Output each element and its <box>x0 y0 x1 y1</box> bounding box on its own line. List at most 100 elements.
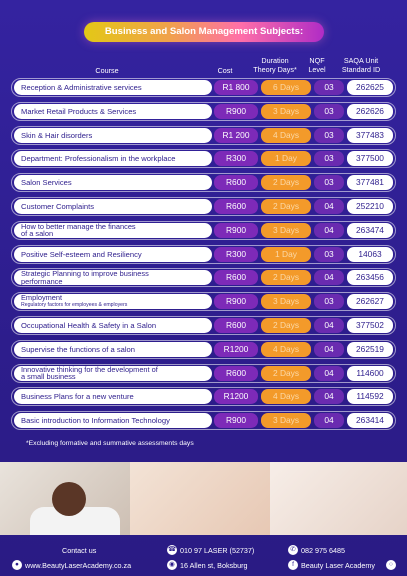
saqa-id-cell: 262626 <box>347 103 393 119</box>
course-name: How to better manage the finances <box>21 222 136 231</box>
table-row: Business Plans for a new venture R1200 4 D… <box>11 387 396 407</box>
table-row: Salon Services R600 2 Days 03 377481 <box>11 173 396 193</box>
duration-cell: 2 Days <box>261 199 311 214</box>
course-name: Supervise the functions of a salon <box>21 344 135 354</box>
cost-cell: R300 <box>214 151 258 167</box>
header-duration-line2: Theory Days* <box>253 65 297 74</box>
saqa-id-cell: 377500 <box>347 151 393 167</box>
client-head-shape <box>52 482 86 516</box>
table-row: Skin & Hair disorders R1 200 4 Days 03 37748… <box>11 125 396 145</box>
course-name: Customer Complaints <box>21 202 95 211</box>
course-cell: Employment Regulatory factors for employe… <box>14 294 212 310</box>
laser-treatment-photo <box>130 462 372 535</box>
cost-cell: R600 <box>214 175 258 191</box>
duration-cell: 2 Days <box>261 175 311 191</box>
whatsapp-number[interactable]: 082 975 6485 <box>301 546 345 555</box>
duration-cell: 1 Day <box>261 246 311 262</box>
duration-cell: 6 Days <box>261 80 311 95</box>
course-name: Market Retail Products & Services <box>21 106 137 116</box>
globe-icon: ● <box>12 560 22 570</box>
saqa-id-cell: 262627 <box>347 294 393 310</box>
table-row: Innovative thinking for the development … <box>11 363 396 383</box>
phone-number[interactable]: 010 97 LASER (52737) <box>180 546 255 555</box>
course-name: Basic introduction to Information Techno… <box>21 416 170 426</box>
course-name-line2: performance <box>21 276 63 286</box>
duration-cell: 3 Days <box>261 103 311 119</box>
footnote: *Excluding formative and summative asses… <box>26 440 194 447</box>
cost-cell: R1 200 <box>214 127 258 143</box>
course-cell: Basic introduction to Information Techno… <box>14 413 212 429</box>
nqf-level-cell: 03 <box>314 151 344 167</box>
table-row: Supervise the functions of a salon R1200 4… <box>11 339 396 359</box>
table-row: Department: Professionalism in the workp… <box>11 149 396 169</box>
cost-cell: R600 <box>214 270 258 286</box>
nqf-level-cell: 03 <box>314 80 344 95</box>
duration-cell: 2 Days <box>261 318 311 333</box>
cost-cell: R1 800 <box>214 80 258 95</box>
course-cell: Positive Self-esteem and Resiliency <box>14 246 212 262</box>
course-name: Skin & Hair disorders <box>21 130 93 140</box>
nqf-level-cell: 04 <box>314 365 344 381</box>
duration-cell: 3 Days <box>261 294 311 310</box>
table-row: Occupational Health & Safety in a Salon R… <box>11 316 396 335</box>
course-cell: Department: Professionalism in the workp… <box>14 151 212 167</box>
course-cell: Reception & Administrative services <box>14 80 212 95</box>
facebook-icon: f <box>288 560 298 570</box>
course-name: Strategic Planning to improve business <box>21 270 149 279</box>
header-course: Course <box>82 66 132 75</box>
cost-cell: R900 <box>214 103 258 119</box>
nqf-level-cell: 03 <box>314 294 344 310</box>
nqf-level-cell: 04 <box>314 389 344 405</box>
header-duration: Duration Theory Days* <box>244 56 306 74</box>
duration-cell: 2 Days <box>261 365 311 381</box>
saqa-id-cell: 377502 <box>347 318 393 333</box>
course-name: Department: Professionalism in the workp… <box>21 154 176 164</box>
table-row: How to better manage the finances of a sa… <box>11 220 396 240</box>
photo-strip <box>0 462 407 535</box>
saqa-id-cell: 262625 <box>347 80 393 95</box>
instagram-icon: ○ <box>386 560 396 570</box>
header-nqf-line1: NQF <box>309 56 325 65</box>
table-row: Employment Regulatory factors for employe… <box>11 292 396 312</box>
nqf-level-cell: 04 <box>314 318 344 333</box>
table-row: Positive Self-esteem and Resiliency R300 1… <box>11 244 396 264</box>
header-duration-line1: Duration <box>261 56 289 65</box>
course-name-line2: of a salon <box>21 229 54 238</box>
header-cost-label: Cost <box>217 66 233 75</box>
cost-cell: R900 <box>214 294 258 310</box>
cost-cell: R600 <box>214 318 258 333</box>
duration-cell: 1 Day <box>261 151 311 167</box>
cost-cell: R1200 <box>214 341 258 357</box>
course-cell: Skin & Hair disorders <box>14 127 212 143</box>
header-nqf: NQF Level <box>302 56 332 74</box>
table-row: Market Retail Products & Services R900 3 D… <box>11 101 396 121</box>
course-cell: Supervise the functions of a salon <box>14 341 212 357</box>
saqa-id-cell: 377481 <box>347 175 393 191</box>
social-handle[interactable]: Beauty Laser Academy <box>301 561 375 570</box>
duration-cell: 4 Days <box>261 389 311 405</box>
phone-icon: ☎ <box>167 545 177 555</box>
header-saqa: SAQA Unit Standard ID <box>336 56 386 74</box>
address-text: 16 Allen st, Boksburg <box>180 561 248 570</box>
table-row: Basic introduction to Information Techno… <box>11 411 396 431</box>
duration-cell: 2 Days <box>261 270 311 286</box>
course-cell: Occupational Health & Safety in a Salon <box>14 318 212 333</box>
nqf-level-cell: 04 <box>314 341 344 357</box>
facial-photo <box>270 462 407 535</box>
table-row: Strategic Planning to improve business pe… <box>11 268 396 288</box>
course-name: Positive Self-esteem and Resiliency <box>21 249 142 259</box>
saqa-id-cell: 252210 <box>347 199 393 214</box>
duration-cell: 4 Days <box>261 341 311 357</box>
massage-photo <box>0 462 130 535</box>
nqf-level-cell: 03 <box>314 246 344 262</box>
course-name-line2: a small business <box>21 372 76 381</box>
course-cell: Salon Services <box>14 175 212 191</box>
course-name: Business Plans for a new venture <box>21 392 134 402</box>
cost-cell: R600 <box>214 199 258 214</box>
saqa-id-cell: 14063 <box>347 246 393 262</box>
cost-cell: R600 <box>214 365 258 381</box>
nqf-level-cell: 03 <box>314 127 344 143</box>
page-title: Business and Salon Management Subjects: <box>84 22 324 42</box>
header-course-label: Course <box>95 66 119 75</box>
website-link[interactable]: www.BeautyLaserAcademy.co.za <box>25 561 132 570</box>
